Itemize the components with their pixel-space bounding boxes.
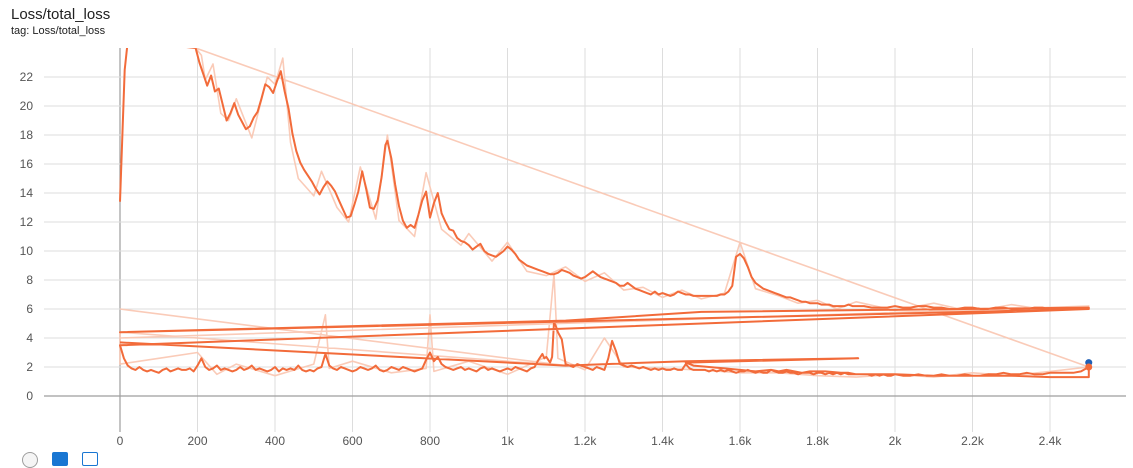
y-tick-label: 12 bbox=[20, 215, 34, 229]
expand-icon[interactable] bbox=[22, 452, 38, 468]
y-tick-label: 20 bbox=[20, 99, 34, 113]
x-tick-label: 1.8k bbox=[806, 434, 830, 448]
chart-tag: tag: Loss/total_loss bbox=[11, 25, 106, 37]
x-tick-label: 0 bbox=[117, 434, 124, 448]
x-tick-label: 800 bbox=[420, 434, 440, 448]
y-tick-label: 6 bbox=[26, 302, 33, 316]
x-tick-label: 400 bbox=[265, 434, 285, 448]
series-end-marker bbox=[1085, 363, 1093, 371]
lines-icon[interactable] bbox=[52, 452, 68, 466]
x-tick-label: 200 bbox=[187, 434, 207, 448]
y-tick-label: 14 bbox=[20, 186, 34, 200]
x-tick-label: 600 bbox=[342, 434, 362, 448]
y-tick-label: 4 bbox=[26, 331, 33, 345]
x-tick-label: 2k bbox=[889, 434, 903, 448]
y-tick-label: 10 bbox=[20, 244, 34, 258]
y-tick-label: 2 bbox=[26, 360, 33, 374]
x-tick-label: 2.4k bbox=[1039, 434, 1063, 448]
chart-title: Loss/total_loss bbox=[11, 6, 111, 23]
y-tick-label: 16 bbox=[20, 157, 34, 171]
chart-toolbar bbox=[22, 452, 98, 468]
x-tick-label: 1.6k bbox=[729, 434, 753, 448]
y-tick-label: 0 bbox=[26, 389, 33, 403]
x-tick-label: 1k bbox=[501, 434, 515, 448]
smoothed-loss-series-line bbox=[119, 48, 1090, 379]
x-tick-label: 1.4k bbox=[651, 434, 675, 448]
y-tick-label: 8 bbox=[26, 273, 33, 287]
x-tick-label: 1.2k bbox=[574, 434, 598, 448]
x-tick-label: 2.2k bbox=[961, 434, 985, 448]
fit-domain-icon[interactable] bbox=[82, 452, 98, 466]
y-tick-label: 22 bbox=[20, 70, 34, 84]
y-tick-label: 18 bbox=[20, 128, 34, 142]
